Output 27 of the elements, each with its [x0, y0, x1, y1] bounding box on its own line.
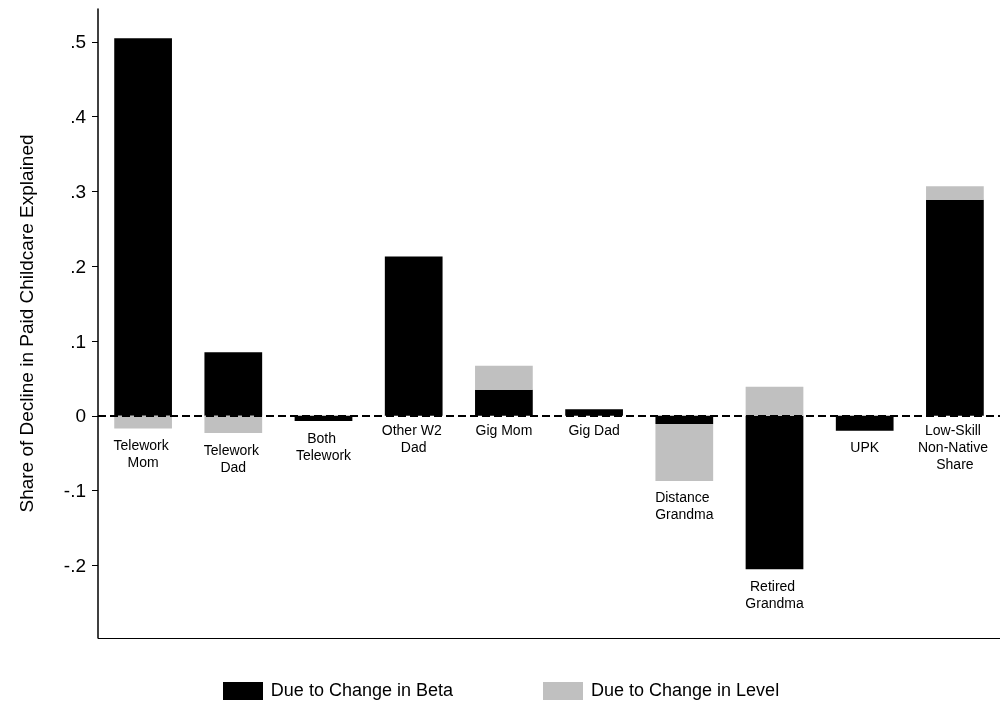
y-tick-label: .4 [70, 106, 87, 128]
x-tick-label: Both Telework [295, 429, 353, 463]
bar [745, 386, 804, 416]
y-tick-label: .5 [70, 31, 86, 53]
x-tick-label: Telework Dad [203, 441, 263, 475]
y-axis-title: Share of Decline in Paid Childcare Explained [16, 134, 37, 513]
y-tick-label: -.2 [63, 554, 86, 576]
y-tick-label: .2 [70, 255, 86, 277]
bar [475, 365, 533, 390]
x-tick-label: Gig Dad [568, 422, 620, 439]
x-tick-label: Gig Mom [475, 422, 533, 439]
x-tick-label: Telework Mom [113, 437, 173, 471]
legend-label: Due to Change in Level [591, 680, 780, 701]
y-tick-label: 0 [75, 405, 86, 427]
bar [204, 415, 263, 434]
bar [926, 186, 984, 200]
bar [655, 424, 714, 481]
x-tick-label: Low-Skill Non-Native Share [917, 422, 992, 473]
x-tick-label: Distance Grandma [655, 489, 714, 523]
x-tick-label: Other W2 Dad [381, 422, 446, 456]
y-tick-label: .1 [70, 330, 86, 352]
y-tick-label: -.1 [63, 480, 86, 502]
legend-label: Due to Change in Beta [270, 680, 453, 701]
x-tick-label: Retired Grandma [745, 577, 804, 611]
x-tick-label: UPK [850, 439, 880, 456]
y-tick-label: .3 [70, 180, 86, 202]
bar [114, 415, 172, 429]
